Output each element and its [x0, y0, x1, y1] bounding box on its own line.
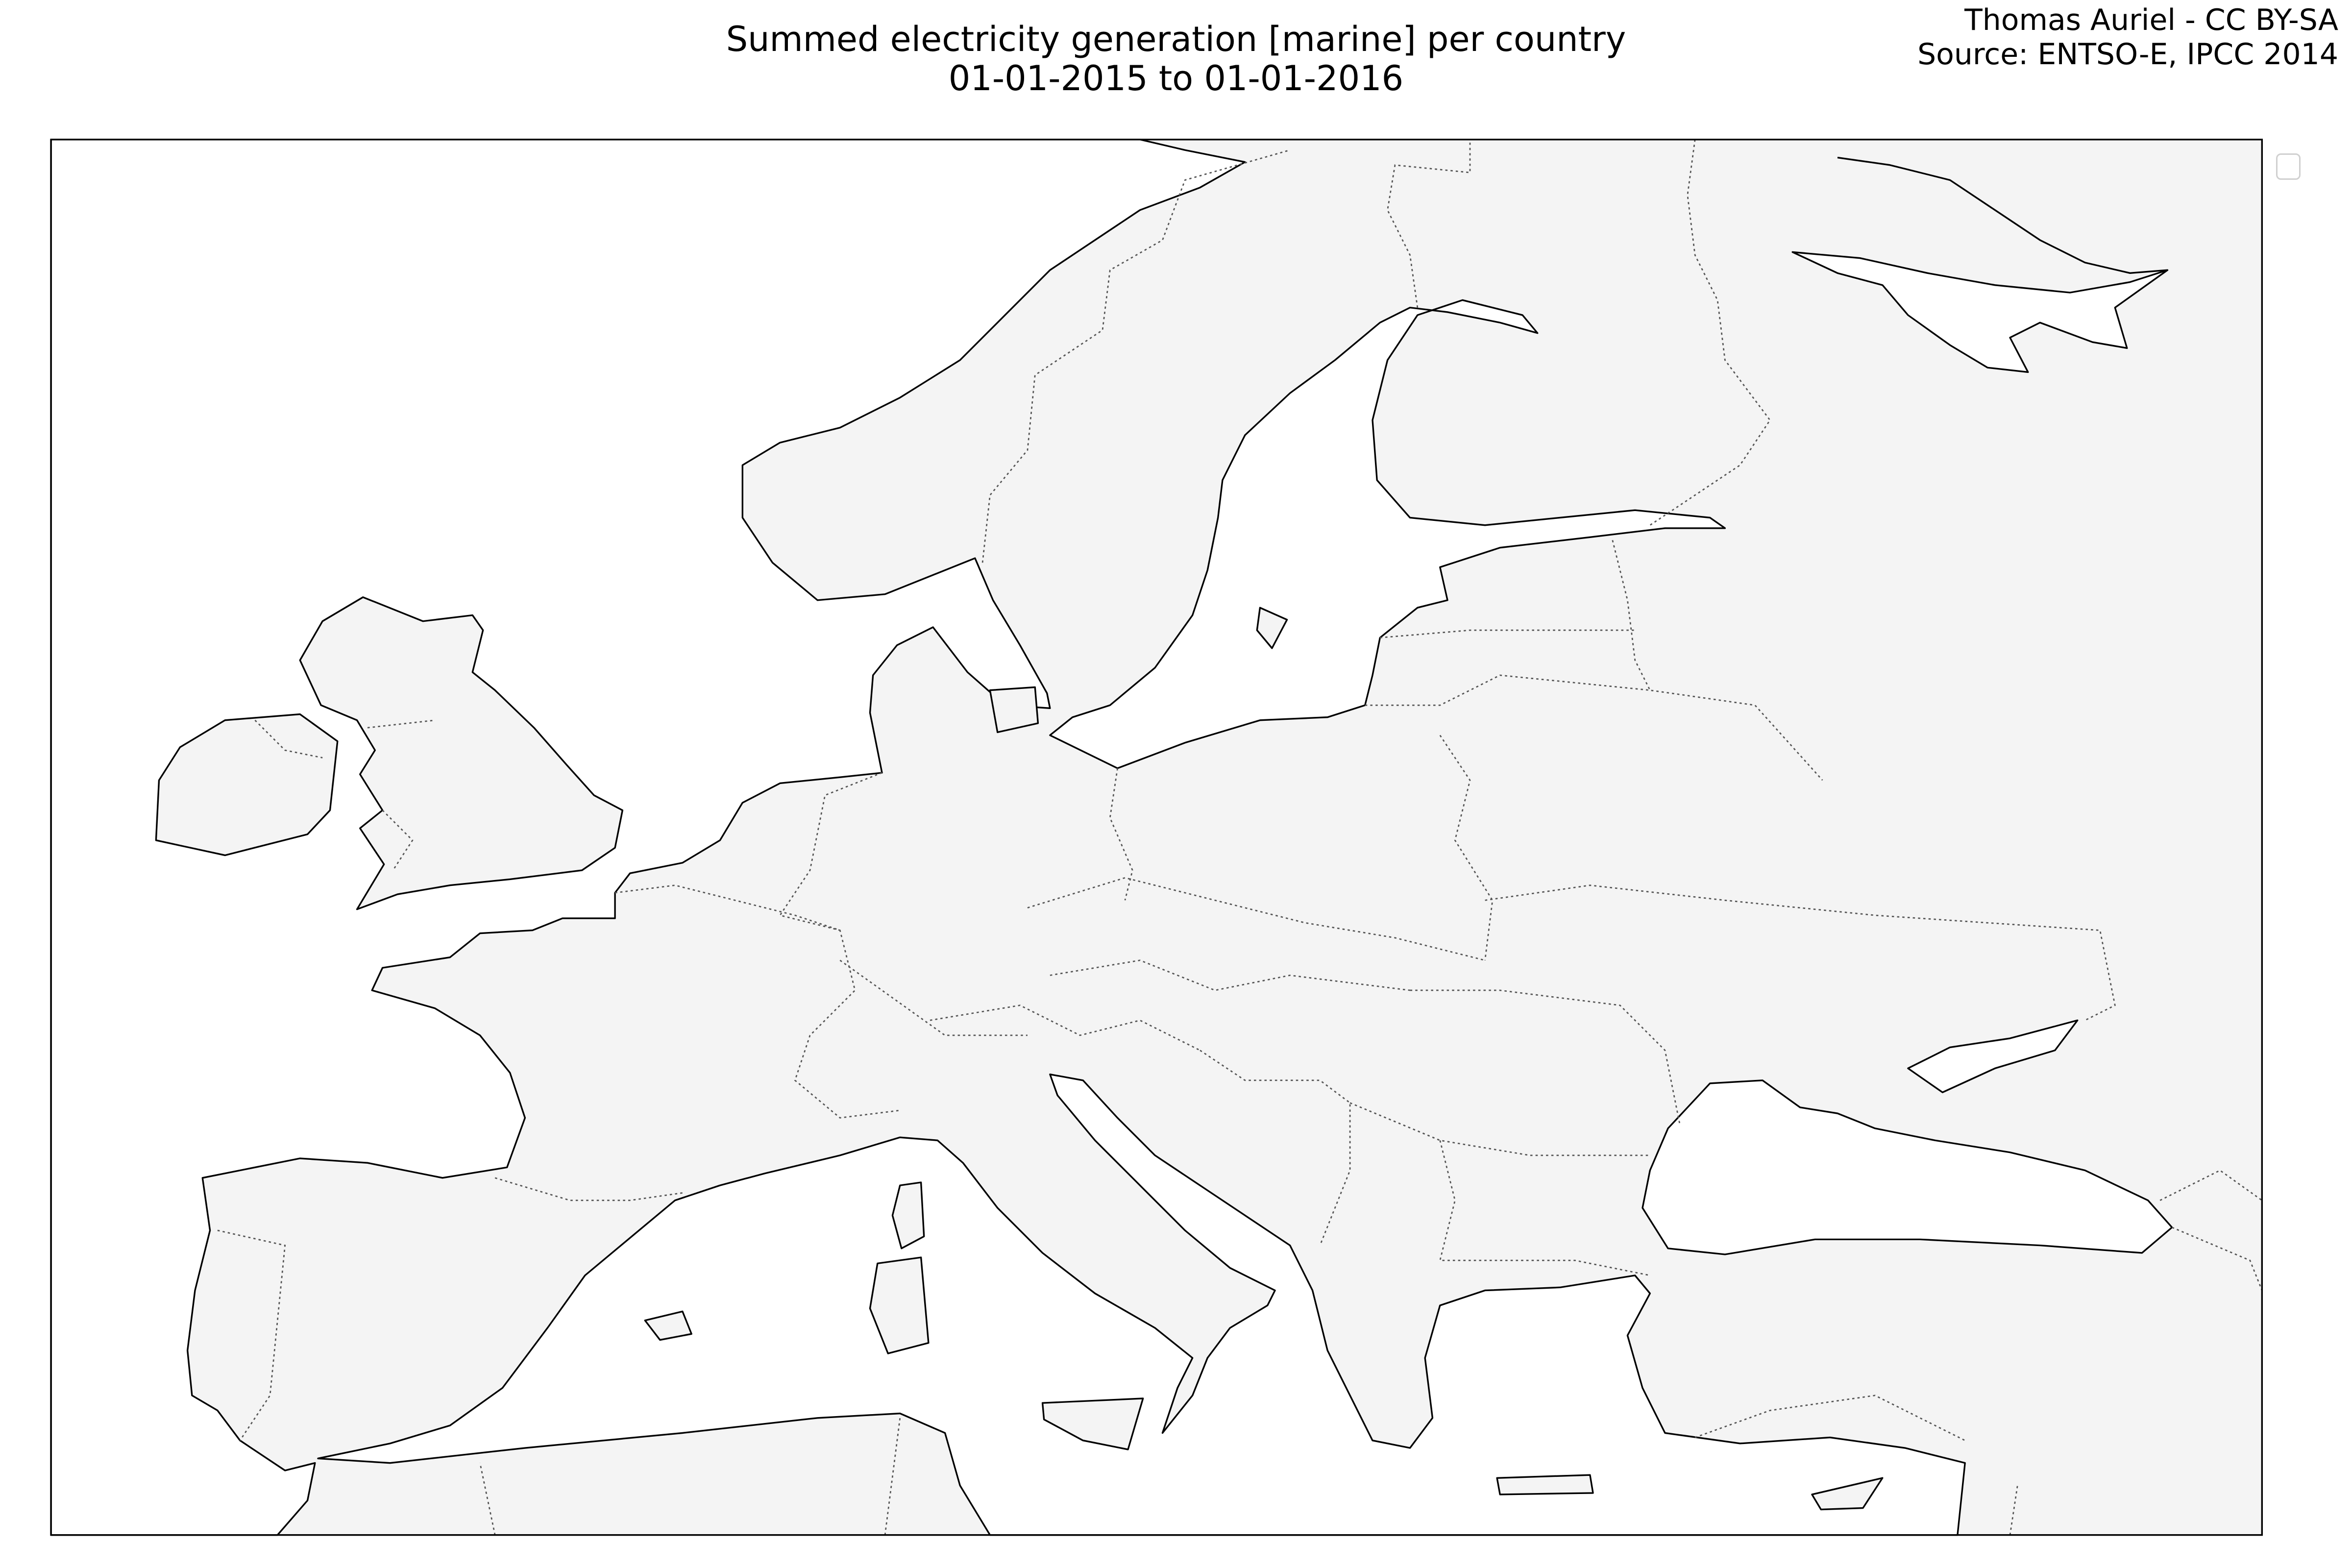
border-france-spain [494, 1177, 683, 1201]
ireland [155, 713, 339, 857]
baltic-sea [1049, 299, 1726, 769]
sicily [1041, 1397, 1144, 1450]
sardinia [869, 1256, 930, 1354]
great-britain [299, 596, 624, 910]
mediterranean-sea [317, 1073, 1966, 1536]
border-spain-portugal [217, 1229, 286, 1441]
border-baltic-states [1365, 629, 1823, 781]
border-balkans [1200, 1050, 1650, 1276]
map-title: Summed electricity generation [marine] p… [0, 20, 2352, 98]
border-finland-russia [1649, 139, 1771, 526]
border-benelux-france [614, 884, 900, 1119]
title-line-2: 01-01-2015 to 01-01-2016 [948, 58, 1404, 98]
legend-box [2276, 153, 2301, 180]
country-borders [217, 139, 2263, 1535]
data-source: Source: ENTSO-E, IPCC 2014 [1917, 37, 2338, 72]
map-frame [50, 139, 2263, 1536]
border-germany-poland [1109, 768, 1133, 901]
title-line-1: Summed electricity generation [marine] p… [726, 19, 1626, 59]
kola-coastline [1837, 156, 2168, 274]
crete [1496, 1474, 1594, 1495]
black-sea [1642, 1079, 2173, 1255]
border-norway-sweden [981, 149, 1291, 563]
border-poland-east [1439, 735, 1494, 960]
border-uk-scotland-wales [367, 719, 435, 871]
border-germany-west [779, 772, 1028, 1036]
border-romania [1349, 989, 1681, 1156]
border-caucasus [2159, 1169, 2263, 1291]
author-credit: Thomas Auriel - CC BY-SA [1964, 3, 2338, 37]
border-ireland-uk [254, 719, 323, 759]
sea-of-azov [1907, 1019, 2079, 1093]
gotland [1256, 607, 1288, 649]
zealand [989, 686, 1039, 734]
corsica [891, 1181, 925, 1250]
border-central-europe [930, 877, 1485, 1051]
border-ukraine [1485, 884, 2116, 1021]
white-sea [1791, 251, 2169, 373]
border-sweden-finland [1387, 139, 1471, 308]
cyprus [1811, 1477, 1884, 1511]
border-north-africa [479, 1395, 2018, 1535]
atlantic-ocean [50, 139, 1246, 1536]
mallorca [644, 1310, 692, 1341]
attribution: Thomas Auriel - CC BY-SA Source: ENTSO-E… [1917, 3, 2338, 72]
